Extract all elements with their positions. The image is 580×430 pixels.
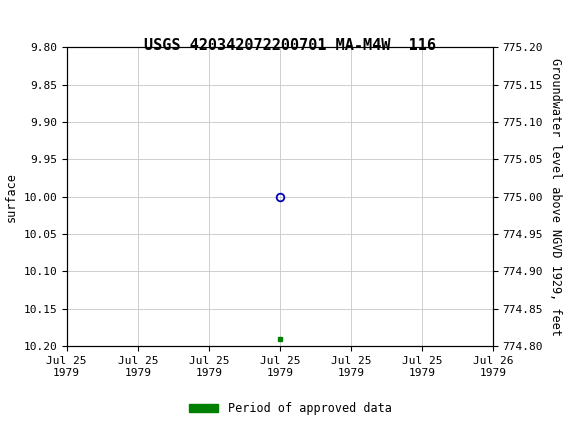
Y-axis label: Depth to water level, feet below land
surface: Depth to water level, feet below land su… <box>0 65 17 329</box>
Y-axis label: Groundwater level above NGVD 1929, feet: Groundwater level above NGVD 1929, feet <box>549 58 562 336</box>
Text: USGS 420342072200701 MA-M4W  116: USGS 420342072200701 MA-M4W 116 <box>144 38 436 52</box>
Legend: Period of approved data: Period of approved data <box>184 397 396 420</box>
Text: ≡USGS: ≡USGS <box>6 8 66 23</box>
